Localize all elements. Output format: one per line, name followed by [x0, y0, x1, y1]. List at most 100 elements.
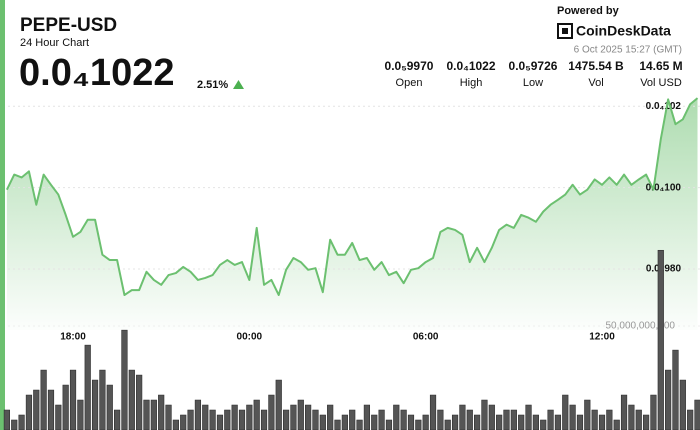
volume-bar [341, 414, 348, 430]
volume-bar [260, 409, 268, 430]
volume-bar [459, 404, 466, 430]
volume-bar [55, 404, 62, 430]
volume-bar [319, 414, 326, 430]
volume-bar [47, 389, 55, 430]
volume-bar [11, 419, 18, 430]
brand: CoinDeskData [576, 23, 671, 39]
volume-bar [25, 394, 33, 430]
volume-bar [275, 379, 282, 430]
volume-bar [672, 349, 679, 430]
volume-bar [525, 404, 532, 430]
volume-bar [518, 414, 525, 430]
stat-label: Low [523, 77, 543, 89]
volume-bar [128, 369, 135, 430]
volume-bar [591, 409, 598, 430]
volume-bar [598, 414, 606, 430]
volume-bar [576, 414, 584, 430]
volume-bar [158, 394, 165, 430]
volume-bar [84, 344, 91, 430]
stat-label: High [460, 77, 483, 89]
volume-bar [694, 399, 700, 430]
up-arrow [233, 80, 244, 89]
volume-bar [620, 394, 628, 430]
volume-bar [422, 414, 429, 430]
volume-bar [665, 369, 672, 430]
stat-label: Open [396, 77, 423, 89]
volume-bar [290, 404, 297, 430]
plot: 0.0₄1020.0₄1000.0₅98018:0000:0006:0012:0… [3, 97, 700, 430]
volume-bar [3, 409, 10, 430]
volume-bar [429, 394, 437, 430]
stat-value: 0.0₄1022 [446, 59, 495, 73]
price: 0.0₄1022 [19, 52, 174, 94]
x-tick-label: 00:00 [237, 332, 263, 343]
volume-bar [687, 409, 694, 430]
volume-bar [114, 409, 121, 430]
timestamp: 6 Oct 2025 15:27 (GMT) [574, 45, 682, 56]
volume-bar [532, 414, 539, 430]
subtitle: 24 Hour Chart [20, 37, 89, 49]
volume-bar [466, 409, 473, 430]
volume-bar [371, 414, 378, 430]
volume-bar [136, 374, 143, 430]
stat-value: 0.0₅9970 [385, 59, 434, 73]
volume-bar [554, 414, 562, 430]
stat-value: 14.65 M [639, 59, 682, 73]
stat-value: 1475.54 B [568, 59, 624, 73]
volume-bar [180, 414, 187, 430]
title: PEPE-USD [20, 15, 117, 36]
volume-bar [268, 394, 275, 430]
volume-bar [327, 404, 334, 430]
volume-bar [606, 409, 613, 430]
volume-bar [194, 399, 202, 430]
stat-value: 0.0₅9726 [509, 59, 558, 73]
volume-bar [657, 249, 664, 430]
volume-bar [363, 404, 371, 430]
volume-bar [77, 399, 84, 430]
volume-bar [569, 404, 576, 430]
volume-bar [635, 409, 642, 430]
price-area [6, 98, 698, 330]
y-tick-label: 0.0₄102 [646, 101, 682, 112]
volume-bar [488, 404, 495, 430]
volume-bar [540, 419, 547, 430]
volume-bar [628, 404, 635, 430]
volume-bar [503, 409, 510, 430]
volume-bar [312, 409, 319, 430]
change: 2.51% [197, 79, 228, 91]
volume-bar [238, 409, 246, 430]
volume-bar [121, 329, 128, 430]
volume-bar [69, 369, 77, 430]
volume-bar [481, 399, 488, 430]
price-line [6, 97, 699, 297]
volume-bar [562, 394, 569, 430]
volume-bar [349, 409, 356, 430]
volume-bar [451, 414, 459, 430]
volume-bar [216, 414, 224, 430]
x-tick-label: 06:00 [413, 332, 439, 343]
volume-bar [584, 399, 591, 430]
volume-bar [99, 369, 106, 430]
volume-bar [297, 399, 304, 430]
volume-bar [172, 419, 179, 430]
volume-bar [209, 409, 216, 430]
volume-bar [613, 419, 620, 430]
volume-bar [305, 404, 312, 430]
volume-bar [385, 419, 393, 430]
volume-bar [642, 414, 650, 430]
volume-bar [415, 419, 422, 430]
volume-bar [496, 414, 503, 430]
brand-logo [557, 23, 573, 39]
volume-bar [474, 414, 481, 430]
volume-bar [253, 399, 260, 430]
volume-bar [334, 419, 341, 430]
volume-bar [679, 379, 686, 430]
volume-bar [510, 409, 517, 430]
x-tick-label: 12:00 [589, 332, 615, 343]
volume-bar [444, 419, 451, 430]
accent-stripe [0, 0, 5, 430]
volume-bar [187, 409, 194, 430]
volume-bar [33, 389, 40, 430]
